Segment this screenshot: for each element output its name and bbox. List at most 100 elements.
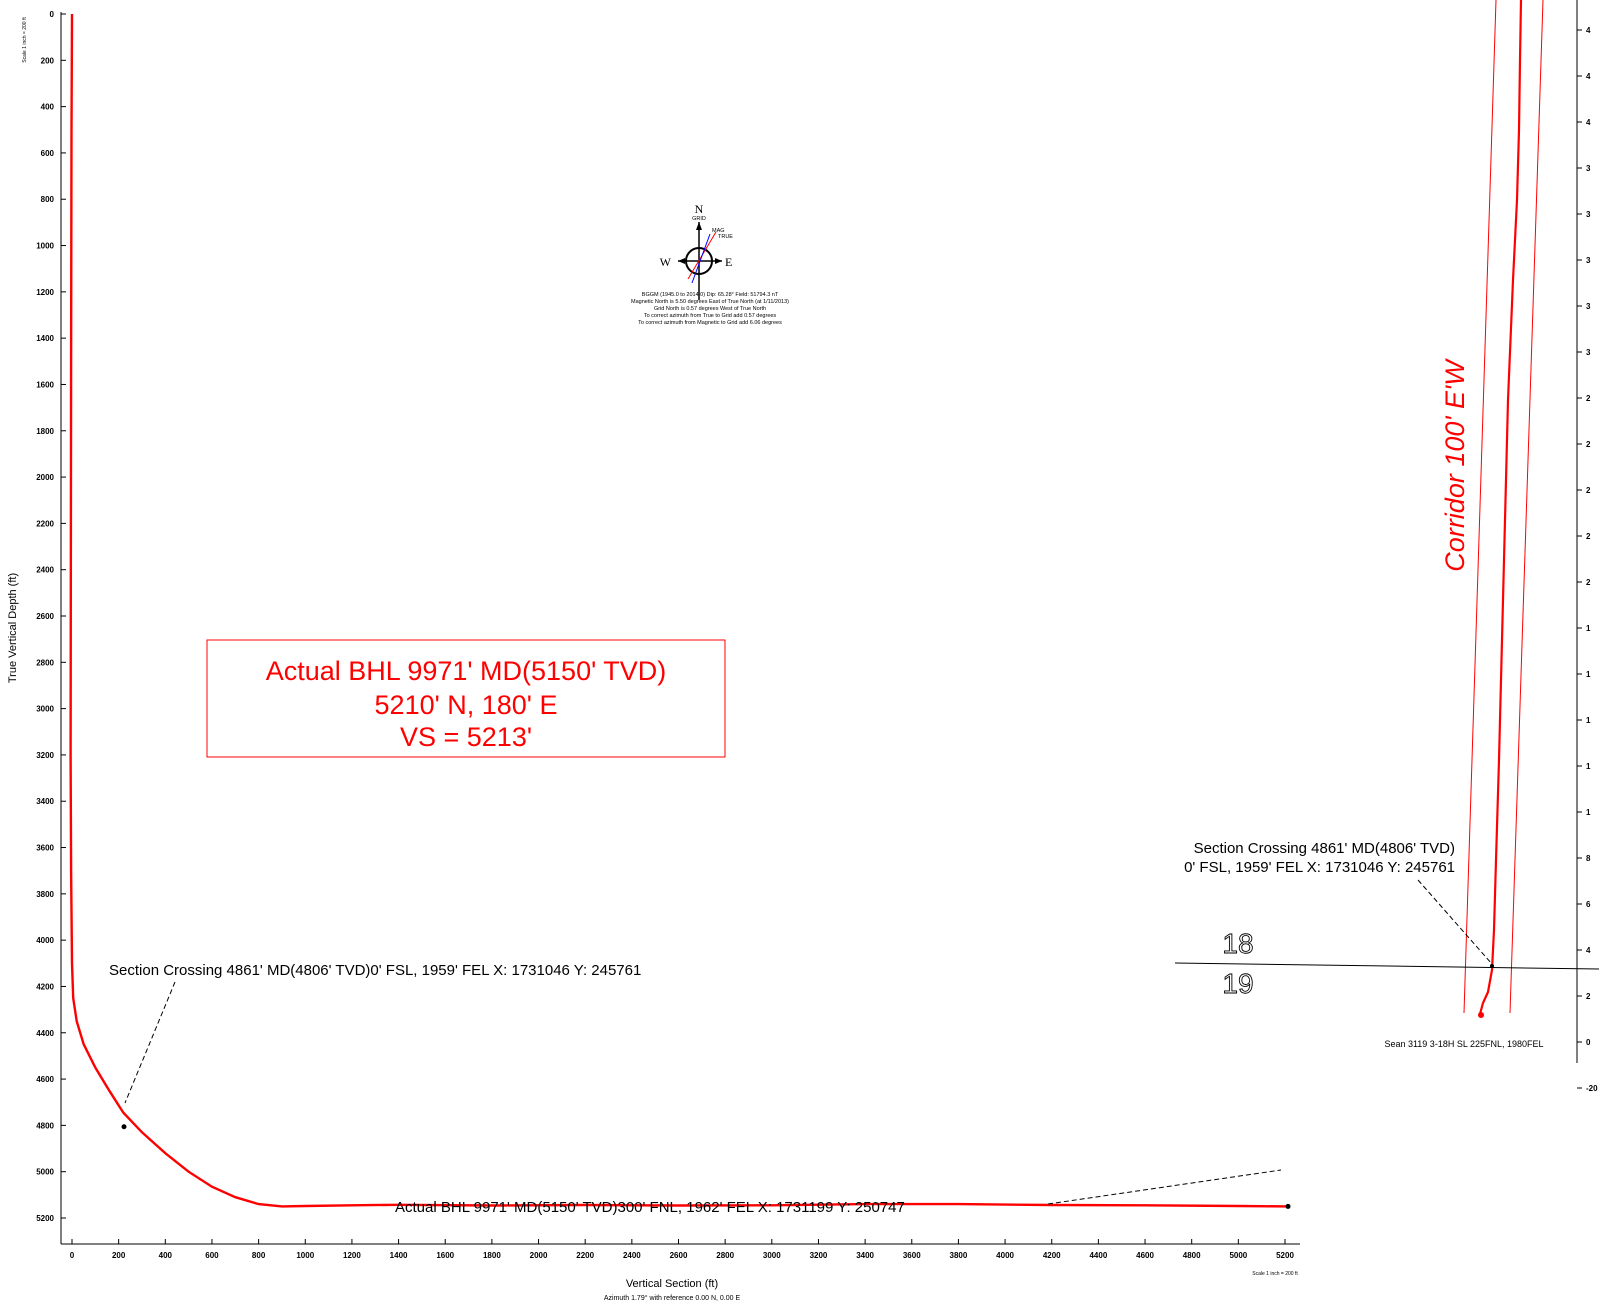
y-tick-label: 400 — [41, 103, 55, 112]
bhl-annotation: Actual BHL 9971' MD(5150' TVD)300' FNL, … — [395, 1199, 905, 1216]
corridor-east-line — [1509, 0, 1544, 1014]
y-tick-label: 1800 — [36, 427, 54, 436]
y-tick-label: 3400 — [36, 797, 54, 806]
compass-note-3: Grid North is 0.57 degrees West of True … — [654, 306, 766, 312]
x-tick-label: 4400 — [1089, 1251, 1107, 1260]
y-scale-note: Scale 1 inch = 200 ft — [22, 17, 28, 63]
x-tick-label: 4600 — [1136, 1251, 1154, 1260]
x-tick-label: 2000 — [530, 1251, 548, 1260]
plan-tick-label: 6 — [1586, 900, 1591, 909]
plan-tick-label: 2 — [1586, 992, 1591, 1001]
bhl-box-line-3: VS = 5213' — [400, 722, 532, 752]
plan-tick-label: 3 — [1586, 256, 1591, 265]
x-tick-label: 2800 — [716, 1251, 734, 1260]
bhl-box — [206, 639, 726, 758]
x-tick-label: 3800 — [950, 1251, 968, 1260]
plan-tick-label: 8 — [1586, 854, 1591, 863]
x-tick-label: 2600 — [670, 1251, 688, 1260]
y-tick-label: 3200 — [36, 751, 54, 760]
compass-east-label: E — [725, 255, 732, 269]
compass-west-label: W — [660, 255, 672, 269]
plan-tick-label: 4 — [1586, 946, 1591, 955]
x-tick-label: 4000 — [996, 1251, 1014, 1260]
corridor-west-line — [1463, 0, 1497, 1014]
compass-mag-label: MAG — [712, 228, 725, 234]
x-tick-label: 600 — [205, 1251, 219, 1260]
plan-view: 18 19 Section Crossing 4861' MD(4806' TV… — [1174, 0, 1599, 1093]
y-tick-label: 4000 — [36, 936, 54, 945]
x-tick-label: 3400 — [856, 1251, 874, 1260]
marker-layer — [121, 1124, 1291, 1209]
x-tick-label: 3000 — [763, 1251, 781, 1260]
y-tick-label: 1000 — [36, 242, 54, 251]
y-tick-label: 4200 — [36, 982, 54, 991]
plan-tick-label: 3 — [1586, 302, 1591, 311]
y-tick-label: 4400 — [36, 1029, 54, 1038]
plan-crossing-note-2: 0' FSL, 1959' FEL X: 1731046 Y: 245761 — [1184, 859, 1455, 876]
y-tick-label: 1600 — [36, 380, 54, 389]
plan-tick-label: -20 — [1586, 1084, 1598, 1093]
compass-mag-needle — [691, 233, 711, 284]
plan-crossing-leader — [1417, 879, 1493, 965]
x-tick-label: 1200 — [343, 1251, 361, 1260]
surface-location-label: Sean 3119 3-18H SL 225FNL, 1980FEL — [1384, 1039, 1543, 1049]
compass-note-1: BGGM (1945.0 to 2014.0) Dip: 65.28° Fiel… — [642, 292, 779, 298]
x-tick-label: 3200 — [810, 1251, 828, 1260]
x-axis-subtitle: Azimuth 1.79° with reference 0.00 N, 0.0… — [604, 1294, 741, 1302]
y-tick-label: 2600 — [36, 612, 54, 621]
well-path-series — [69, 13, 1289, 1208]
y-tick-label: 2400 — [36, 566, 54, 575]
x-tick-label: 5000 — [1229, 1251, 1247, 1260]
plan-tick-label: 2 — [1586, 486, 1591, 495]
compass-grid-label: GRID — [692, 216, 706, 222]
compass-arrow-east — [715, 258, 722, 264]
bhl-box-line-1: Actual BHL 9971' MD(5150' TVD) — [266, 656, 667, 686]
x-tick-label: 0 — [70, 1251, 75, 1260]
plan-well-path — [1478, 0, 1523, 1015]
x-tick-label: 2400 — [623, 1251, 641, 1260]
section-number-19: 19 — [1222, 968, 1253, 999]
compass-arrow-west — [678, 258, 685, 264]
section-line — [1174, 962, 1599, 970]
y-tick-label: 2200 — [36, 519, 54, 528]
plan-tick-label: 3 — [1586, 348, 1591, 357]
compass-note-4: To correct azimuth from True to Grid add… — [644, 313, 777, 319]
y-axis-ticks: 0 200 400 600 800 1000 1200 1400 1600 1800 2000 220… — [36, 10, 66, 1223]
compass-north-label: N — [695, 202, 704, 216]
y-tick-label: 1400 — [36, 334, 54, 343]
compass-ring — [685, 247, 713, 275]
plan-tick-label: 4 — [1586, 72, 1591, 81]
y-tick-label: 3000 — [36, 705, 54, 714]
plan-tick-label: 2 — [1586, 532, 1591, 541]
x-tick-label: 800 — [252, 1251, 266, 1260]
plan-tick-label: 1 — [1586, 808, 1591, 817]
y-tick-label: 800 — [41, 195, 55, 204]
y-tick-label: 600 — [41, 149, 55, 158]
section-number-18: 18 — [1222, 928, 1253, 959]
corridor-label: Corridor 100' E'W — [1440, 358, 1470, 572]
plan-tick-label: 2 — [1586, 578, 1591, 587]
y-tick-label: 4800 — [36, 1121, 54, 1130]
x-tick-label: 1000 — [296, 1251, 314, 1260]
x-tick-label: 1800 — [483, 1251, 501, 1260]
y-tick-label: 4600 — [36, 1075, 54, 1084]
compass-arrow-north — [696, 222, 702, 230]
y-tick-label: 5000 — [36, 1168, 54, 1177]
y-tick-label: 3600 — [36, 844, 54, 853]
y-tick-label: 2000 — [36, 473, 54, 482]
plan-tick-label: 1 — [1586, 624, 1591, 633]
y-tick-label: 5200 — [36, 1214, 54, 1223]
section-crossing-leader — [124, 981, 176, 1104]
y-tick-label: 200 — [41, 56, 55, 65]
plan-tick-label: 4 — [1586, 118, 1591, 127]
x-tick-label: 200 — [112, 1251, 126, 1260]
x-tick-label: 5200 — [1276, 1251, 1294, 1260]
y-tick-label: 2800 — [36, 658, 54, 667]
y-tick-label: 3800 — [36, 890, 54, 899]
plan-tick-label: 1 — [1586, 670, 1591, 679]
compass-true-label: TRUE — [718, 234, 733, 240]
compass-note-5: To correct azimuth from Magnetic to Grid… — [638, 320, 782, 326]
bhl-box-line-2: 5210' N, 180' E — [375, 690, 558, 720]
x-tick-label: 1600 — [436, 1251, 454, 1260]
